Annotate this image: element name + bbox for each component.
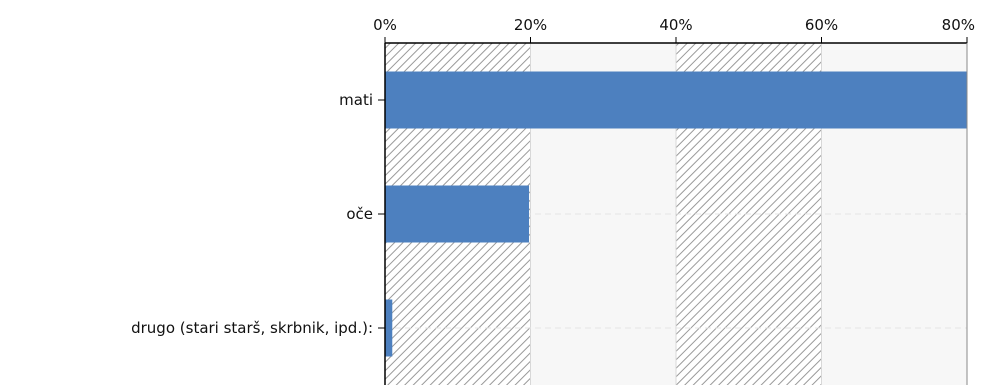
bars [385, 71, 967, 357]
category-label: drugo (stari starš, skrbnik, ipd.): [131, 319, 373, 337]
x-tick-label: 40% [659, 16, 692, 34]
x-tick-label: 60% [805, 16, 838, 34]
bar-0 [385, 71, 967, 129]
bar-1 [385, 185, 530, 243]
bar-2 [385, 299, 393, 357]
category-labels: mati oče drugo (stari starš, skrbnik, ipd.… [131, 91, 385, 337]
category-label: mati [339, 91, 373, 109]
x-tick-label: 20% [514, 16, 547, 34]
x-tick-label: 0% [373, 16, 397, 34]
category-label: oče [346, 205, 373, 223]
x-axis-ticks: 0% 20% 40% 60% 80% [373, 16, 975, 43]
x-tick-label: 80% [942, 16, 975, 34]
